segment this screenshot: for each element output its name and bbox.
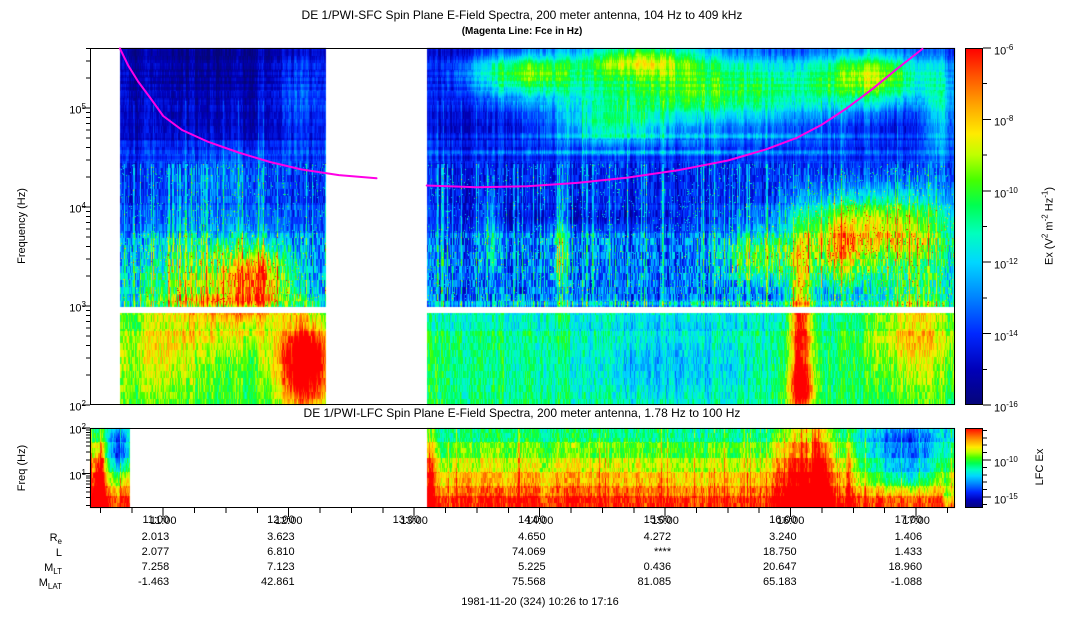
ephemeris-value: 7.123 xyxy=(267,561,295,573)
ephemeris-value: 74.069 xyxy=(511,546,546,558)
ephemeris-value: 81.085 xyxy=(637,576,672,588)
ephemeris-value: 11:00 xyxy=(142,514,170,526)
ephemeris-value: 7.258 xyxy=(141,561,170,573)
ephemeris-value: 4.650 xyxy=(518,531,546,543)
fce-line xyxy=(425,47,924,189)
sfc-colorbar-tick-label: 10-12 xyxy=(994,257,1018,272)
ephemeris-value: 1.433 xyxy=(894,546,923,558)
lfc-colorbar-tick-label: 10-10 xyxy=(994,455,1018,470)
ephemeris-value xyxy=(336,531,420,546)
fce-line xyxy=(118,47,378,180)
sfc-colorbar-tick-label: 10-6 xyxy=(994,43,1014,58)
ephemeris-value: 12:00 xyxy=(267,514,295,526)
footer-date-range: 1981-11-20 (324) 10:26 to 17:16 xyxy=(461,596,619,608)
ephemeris-value: 17:00 xyxy=(894,514,923,526)
ephemeris-value: 75.568 xyxy=(511,576,546,588)
ephemeris-column: 15:00 4.272 **** 0.436 81.085 xyxy=(587,514,671,591)
sfc-y-tick-label: 103 xyxy=(69,299,86,315)
lfc-colorbar-label: LFC Ex xyxy=(1034,448,1046,486)
sfc-colorbar-tick-label: 10-16 xyxy=(994,400,1018,415)
ephemeris-value: -1.088 xyxy=(890,576,923,588)
ephemeris-value xyxy=(336,561,420,576)
ephemeris-value: 4.272 xyxy=(643,531,672,543)
sfc-y-axis-label: Frequency (Hz) xyxy=(16,188,28,264)
sfc-colorbar-tick-label: 10-8 xyxy=(994,114,1014,130)
ephemeris-value: -1.463 xyxy=(137,576,170,588)
ephemeris-column: 11:00 2.013 2.077 7.258 -1.463 xyxy=(85,514,169,591)
lfc-y-tick-label: 102 xyxy=(69,422,86,437)
ephemeris-value: 65.183 xyxy=(762,576,797,588)
sfc-subtitle: (Magenta Line: Fce in Hz) xyxy=(461,26,583,37)
sfc-y-tick-label: 105 xyxy=(69,101,86,117)
ephemeris-column: 17:00 1.406 1.433 18.960 -1.088 xyxy=(838,514,922,591)
time-tick-label: 14:00 xyxy=(525,515,554,527)
time-tick-label: 12:00 xyxy=(274,515,303,527)
ephemeris-row-label: Re xyxy=(49,532,62,547)
ephemeris-row-label: MLT xyxy=(44,562,62,577)
ephemeris-value: 3.623 xyxy=(267,531,295,543)
time-tick-label: 17:00 xyxy=(902,515,930,527)
ephemeris-value: 5.225 xyxy=(518,561,546,573)
ephemeris-value: 13:00 xyxy=(392,514,421,526)
ephemeris-value: 42.861 xyxy=(261,576,295,588)
ephemeris-value: 18.750 xyxy=(762,546,797,558)
lfc-colorbar-tick-label: 10-15 xyxy=(994,492,1018,507)
lfc-colorbar-frame xyxy=(965,428,983,508)
ephemeris-column: 13:00 xyxy=(336,514,421,591)
ephemeris-column: 16:00 3.240 18.750 20.647 65.183 xyxy=(713,514,797,591)
ephemeris-value: 14:00 xyxy=(518,514,546,526)
ephemeris-value: 1.406 xyxy=(894,531,923,543)
time-tick-label: 11:00 xyxy=(149,515,177,527)
ephemeris-value: 3.240 xyxy=(769,531,797,543)
sfc-title: DE 1/PWI-SFC Spin Plane E-Field Spectra,… xyxy=(301,8,743,22)
lfc-y-tick-label: 101 xyxy=(69,467,86,483)
sfc-colorbar-tick-label: 10-14 xyxy=(994,328,1018,344)
sfc-colorbar xyxy=(965,48,983,405)
lfc-colorbar xyxy=(965,428,983,508)
ephemeris-value: 2.013 xyxy=(141,531,170,543)
ephemeris-value: 18.960 xyxy=(888,561,923,573)
ephemeris-value: 15:00 xyxy=(643,514,672,526)
sfc-plot-frame xyxy=(90,48,955,405)
lfc-y-axis-label: Freq (Hz) xyxy=(16,444,28,492)
ephemeris-column: 14:00 4.650 74.069 5.225 75.568 xyxy=(462,514,546,591)
ephemeris-value: 6.810 xyxy=(267,546,295,558)
ephemeris-value: 2.077 xyxy=(141,546,170,558)
ephemeris-value: 16:00 xyxy=(769,514,797,526)
sfc-colorbar-frame xyxy=(965,48,983,405)
time-tick-label: 16:00 xyxy=(776,515,805,527)
ephemeris-value: 0.436 xyxy=(643,561,672,573)
ephemeris-column: 12:00 3.623 6.810 7.123 42.861 xyxy=(211,514,295,591)
sfc-colorbar-label: Ex (V2 m-2 Hz-1) xyxy=(1040,186,1056,266)
ephemeris-value: 20.647 xyxy=(762,561,797,573)
time-tick-label: 13:00 xyxy=(400,515,428,527)
lfc-plot-frame xyxy=(90,428,955,508)
sfc-colorbar-tick-label: 10-10 xyxy=(994,185,1018,201)
ephemeris-value xyxy=(336,546,420,561)
lfc-title: DE 1/PWI-LFC Spin Plane E-Field Spectra,… xyxy=(303,406,741,420)
sfc-y-tick-label: 102 xyxy=(69,399,86,414)
sfc-y-tick-label: 104 xyxy=(69,200,86,216)
time-tick-label: 15:00 xyxy=(651,515,679,527)
ephemeris-value xyxy=(336,576,420,591)
ephemeris-value: **** xyxy=(654,546,672,558)
ephemeris-row-label: L xyxy=(55,547,62,559)
ephemeris-row-label: MLAT xyxy=(38,577,62,592)
